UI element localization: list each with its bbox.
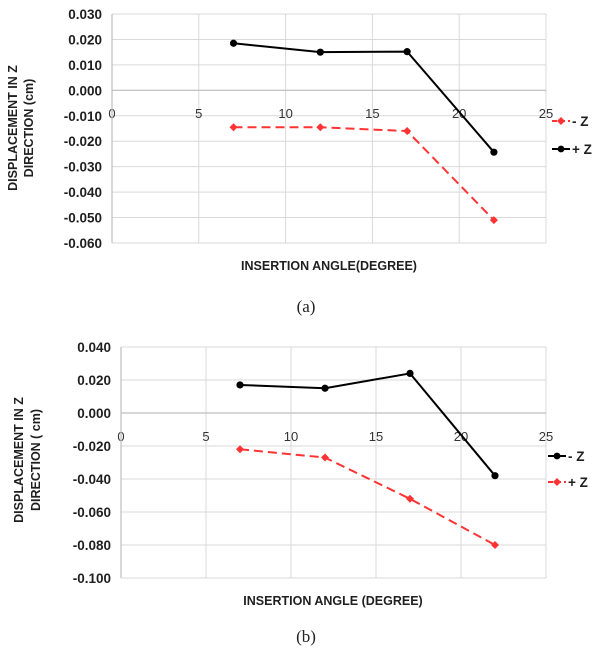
data-point [321,453,329,462]
y-tick-label: 0.040 [77,340,111,355]
legend-label: + Z [568,475,588,490]
y-axis-label: DIRECTION ( cm) [29,409,43,511]
data-point [406,369,414,377]
legend-label: - Z [572,114,589,129]
series-line-1 [239,372,496,477]
y-tick-label: -0.040 [73,472,111,487]
y-tick-label: 0.020 [77,373,111,388]
chart-b: (b) 0.040 0.020 0.000 -0.020 -0.040 -0.060 -0.… [12,340,588,646]
x-axis-label: INSERTION ANGLE (DEGREE) [243,594,422,608]
y-tick-label: -0.080 [73,538,111,553]
legend-marker [557,145,565,153]
data-point [321,384,329,392]
legend-marker [557,117,565,125]
data-point [491,541,499,549]
data-point [236,381,244,389]
y-tick-label: 0.020 [68,32,102,47]
legend-label: - Z [568,449,585,464]
y-axis-label: DIRECTION (cm) [22,79,36,178]
y-tick-label: 0.010 [68,58,102,73]
legend-marker [553,478,561,486]
x-tick-label: 10 [278,106,292,121]
series-line-2 [233,42,495,153]
x-tick-label: 25 [539,429,553,444]
y-tick-label: 0.030 [68,7,102,22]
caption-a: (a) [297,297,316,316]
data-point [403,127,412,136]
data-point [406,494,414,503]
y-tick-label: 0.000 [68,83,102,98]
data-point [236,445,244,454]
y-tick-label: -0.050 [64,211,102,226]
data-point [229,39,238,47]
x-tick-label: 15 [365,106,379,121]
y-tick-label: -0.020 [64,134,102,149]
data-point [316,48,324,56]
legend-label: + Z [572,142,592,157]
data-point [491,472,499,480]
y-tick-label: -0.010 [64,109,102,124]
data-point [489,216,498,225]
caption-b: (b) [296,627,316,646]
x-tick-label: 5 [202,429,209,444]
y-tick-label: 0.000 [77,406,111,421]
y-tick-label: -0.060 [64,236,102,251]
y-tick-label: -0.030 [64,160,102,175]
data-point [403,48,411,56]
y-tick-label: -0.020 [73,439,111,454]
y-tick-label: -0.040 [64,185,102,200]
y-axis-label: DISPLACEMENT IN Z [6,65,20,191]
data-point [490,148,498,156]
legend-marker [553,452,561,460]
data-point [316,123,325,132]
y-tick-label: -0.100 [73,571,111,586]
x-tick-label: 10 [284,429,298,444]
x-tick-label: 25 [539,106,553,121]
data-point [229,123,238,132]
x-axis-label: INSERTION ANGLE(DEGREE) [241,259,417,273]
chart-a: (a) 0.030 0.020 0.010 0.000 -0.010 -0.020 -0.0… [6,7,592,316]
x-tick-label: 5 [195,106,202,121]
y-axis-label: DISPLACEMENT IN Z [12,397,26,523]
series-line-1 [233,126,495,221]
y-tick-label: -0.060 [73,505,111,520]
x-tick-label: 15 [369,429,383,444]
series-line-2 [239,448,496,546]
